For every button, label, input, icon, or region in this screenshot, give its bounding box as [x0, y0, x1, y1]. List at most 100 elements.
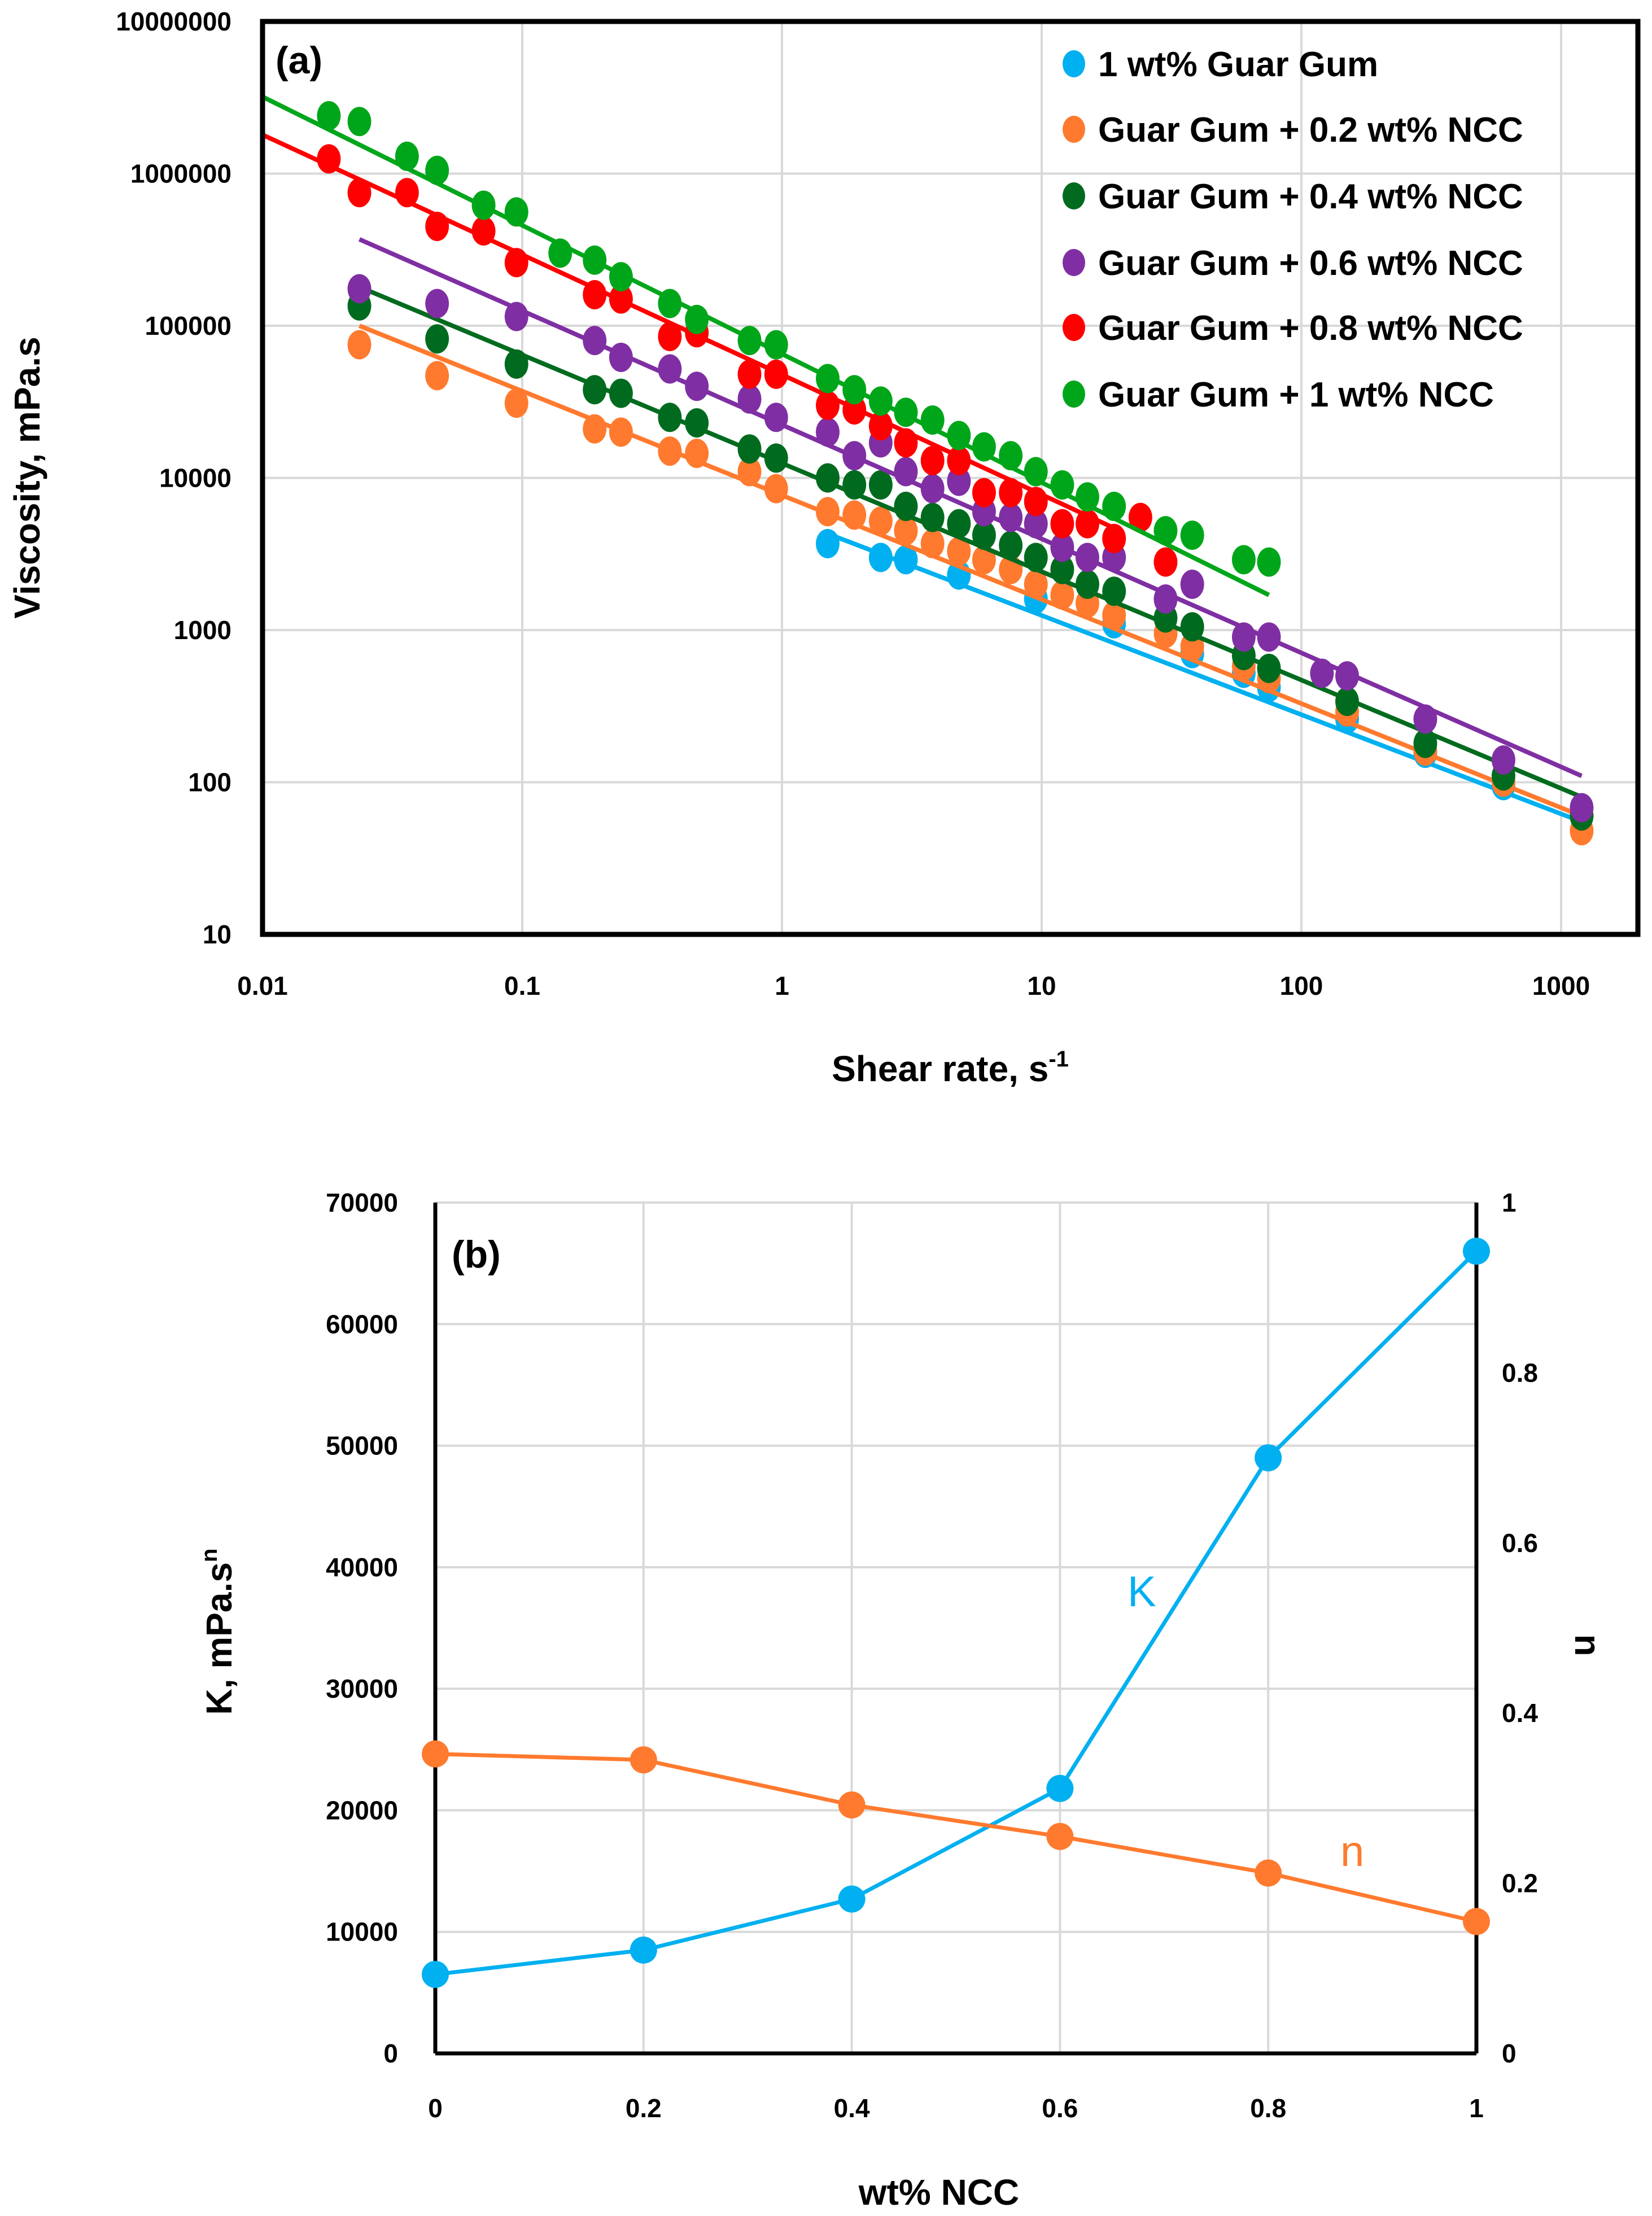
legend-label: Guar Gum + 0.6 wt% NCC [1098, 244, 1523, 283]
data-point [920, 528, 945, 558]
panel-a: 0.01 0.1 1 10 100 1000 10 100 1000 10000 100000 100… [7, 7, 1641, 1089]
x-tick-label: 1 [775, 971, 789, 1000]
data-point [425, 289, 449, 318]
data-point [317, 144, 341, 174]
data-point [1024, 457, 1048, 487]
data-point [838, 1885, 866, 1913]
y-right-tick-label: 0.2 [1502, 1869, 1538, 1898]
data-point [1046, 1774, 1074, 1802]
data-point [764, 474, 788, 504]
legend-label: Guar Gum + 0.2 wt% NCC [1098, 111, 1523, 150]
data-point [1335, 687, 1360, 716]
x-axis-title-b: wt% NCC [858, 2172, 1019, 2213]
y-tick-label: 10 [203, 920, 231, 949]
legend-marker [1063, 50, 1085, 77]
data-point [685, 439, 709, 469]
data-point [894, 491, 918, 521]
data-point [425, 211, 449, 241]
data-point [1076, 509, 1100, 539]
data-point [920, 474, 945, 504]
data-point [737, 457, 762, 487]
plot-frame-a [260, 19, 1641, 937]
y-right-tick-label: 1 [1502, 1188, 1516, 1217]
y-axis-title-a: Viscosity, mPa.s [7, 336, 47, 618]
data-point [1257, 547, 1281, 577]
data-point [658, 289, 682, 318]
data-point [894, 545, 918, 575]
data-point [972, 521, 996, 550]
data-point [868, 470, 893, 500]
data-point [609, 417, 633, 447]
x-tick-label: 0.2 [626, 2093, 662, 2123]
data-point [1102, 523, 1126, 553]
y-left-tick-label: 50000 [326, 1431, 398, 1461]
data-point [1050, 470, 1074, 500]
legend-marker [1063, 314, 1085, 341]
data-point [1413, 728, 1437, 758]
data-point [999, 502, 1023, 532]
data-point [630, 1746, 657, 1774]
y-left-tick-label: 40000 [326, 1553, 398, 1582]
data-point [1076, 482, 1100, 512]
trendline [358, 285, 1583, 799]
data-point [658, 354, 682, 384]
panel-b: 0 0.2 0.4 0.6 0.8 101000020000300004000050000… [197, 1188, 1608, 2213]
data-point [1255, 1859, 1282, 1887]
x-axis-title-a: Shear rate, s-1 [832, 1047, 1069, 1089]
data-point [395, 178, 419, 208]
data-point [894, 428, 918, 458]
data-point [1257, 653, 1281, 683]
data-point [816, 390, 840, 420]
data-point [764, 443, 788, 473]
data-point [764, 359, 788, 389]
x-tick-label: 0 [428, 2093, 443, 2123]
data-point [1153, 515, 1178, 545]
data-point [999, 531, 1023, 561]
data-point [583, 326, 607, 356]
data-point [737, 326, 762, 356]
data-point [842, 375, 867, 405]
data-point [1128, 502, 1152, 532]
legend-label: Guar Gum + 1 wt% NCC [1098, 375, 1494, 414]
series-2 [347, 285, 1594, 831]
data-point [504, 301, 528, 331]
data-point [548, 238, 572, 268]
data-point [609, 284, 633, 314]
data-point [868, 411, 893, 441]
legend-marker [1063, 182, 1085, 209]
data-point [609, 342, 633, 372]
data-point [1076, 543, 1100, 572]
data-point [1024, 487, 1048, 517]
legend-marker [1063, 249, 1085, 276]
data-point [1491, 745, 1515, 775]
data-point [347, 107, 372, 137]
data-point [920, 445, 945, 475]
data-point [347, 178, 372, 208]
y-tick-label: 100 [188, 768, 231, 797]
series-line [435, 1752, 1477, 1924]
data-point [947, 445, 971, 475]
y-tick-label: 1000 [174, 615, 231, 645]
y-left-axis-title: K, mPa.sn [197, 1549, 239, 1715]
data-point [972, 478, 996, 508]
x-tick-label: 0.8 [1250, 2093, 1286, 2123]
data-point [764, 403, 788, 432]
data-point [609, 378, 633, 408]
data-point [842, 441, 867, 471]
data-point [737, 359, 762, 389]
y-tick-label: 1000000 [130, 159, 231, 189]
data-point [504, 388, 528, 418]
data-point [1102, 491, 1126, 521]
data-point [868, 543, 893, 572]
data-point [1050, 580, 1074, 610]
data-point [816, 417, 840, 447]
data-point [816, 463, 840, 493]
x-tick-label: 0.01 [237, 971, 288, 1000]
data-point [425, 324, 449, 354]
data-point [422, 1740, 449, 1768]
data-point [1102, 600, 1126, 630]
y-tick-label: 100000 [145, 311, 232, 340]
data-point [685, 408, 709, 438]
data-point [583, 279, 607, 309]
